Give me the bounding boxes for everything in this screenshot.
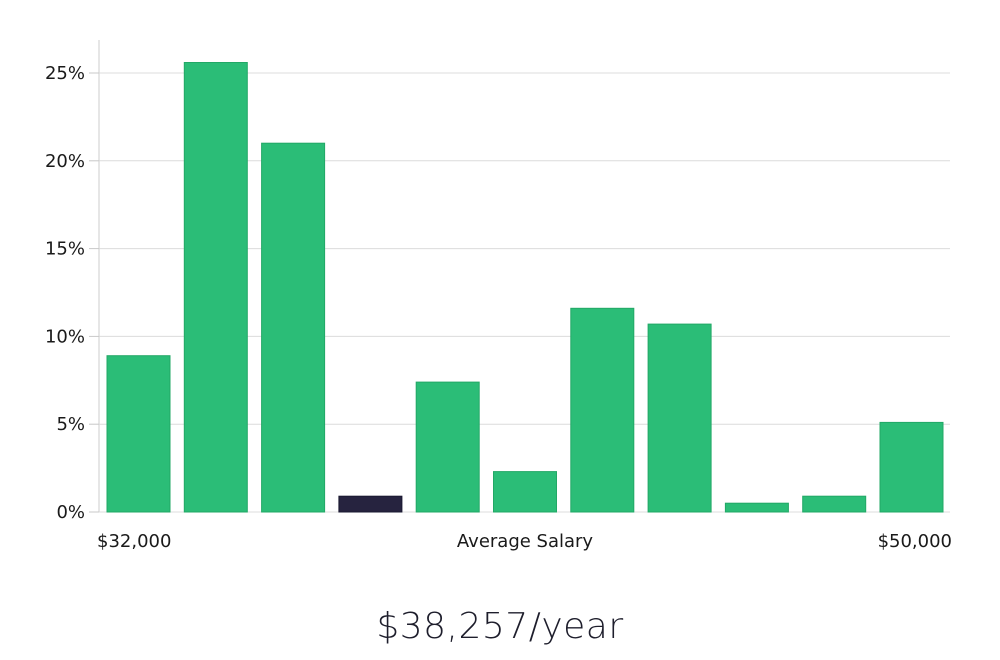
bar bbox=[647, 323, 712, 513]
x-min-label: $32,000 bbox=[97, 531, 171, 552]
x-max-label: $50,000 bbox=[878, 531, 952, 552]
salary-histogram: 0%5%10%15%20%25% $32,000 Average Salary … bbox=[45, 40, 952, 552]
bar bbox=[183, 62, 248, 513]
bar bbox=[802, 495, 867, 513]
bar bbox=[570, 307, 635, 513]
bar bbox=[493, 471, 557, 513]
x-axis-title: Average Salary bbox=[457, 531, 594, 552]
y-axis-ticks: 0% 5% 10% 15% 20% 25% bbox=[45, 63, 99, 523]
y-tick-label: 20% bbox=[45, 151, 85, 172]
y-tick-label: 5% bbox=[56, 414, 85, 435]
bar bbox=[106, 355, 171, 513]
y-tick-label: 25% bbox=[45, 63, 85, 84]
y-tick-label: 0% bbox=[56, 502, 85, 523]
bar bbox=[261, 142, 326, 513]
average-salary-value: $38,257/year bbox=[376, 606, 624, 647]
bars bbox=[106, 62, 944, 513]
y-tick-label: 10% bbox=[45, 326, 85, 347]
bar-highlighted bbox=[338, 495, 403, 513]
bar bbox=[415, 381, 480, 513]
bar bbox=[724, 502, 789, 513]
bar bbox=[879, 421, 944, 513]
y-tick-label: 15% bbox=[45, 239, 85, 260]
